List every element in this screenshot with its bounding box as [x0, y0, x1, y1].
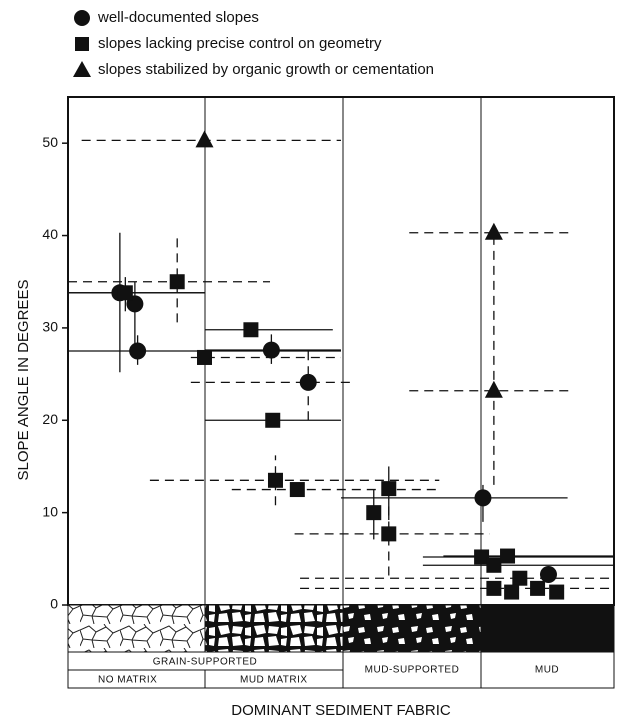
fabric-label: MUD MATRIX — [240, 675, 308, 686]
point-circle — [474, 489, 492, 507]
point-square — [366, 505, 382, 521]
point-square — [243, 322, 259, 338]
fabric-no-matrix — [67, 604, 206, 653]
legend-label: well-documented slopes — [97, 9, 259, 26]
legend-symbol — [73, 61, 91, 77]
legend-label: slopes stabilized by organic growth or c… — [98, 61, 434, 78]
fabric-label: NO MATRIX — [98, 675, 157, 686]
legend-label: slopes lacking precise control on geomet… — [98, 35, 382, 52]
y-tick-label: 10 — [42, 503, 58, 519]
point-triangle — [195, 130, 214, 148]
point-circle — [299, 373, 317, 391]
legend-symbol — [75, 37, 89, 51]
point-square — [530, 580, 546, 596]
point-square — [381, 526, 397, 542]
y-tick-label: 50 — [42, 134, 58, 150]
point-square — [381, 481, 397, 497]
point-square — [267, 472, 283, 488]
point-circle — [129, 342, 147, 360]
fabric-label: MUD-SUPPORTED — [365, 665, 460, 676]
point-square — [486, 557, 502, 573]
legend-symbol — [74, 10, 90, 26]
point-square — [169, 274, 185, 290]
point-square — [474, 549, 490, 565]
point-square — [265, 412, 281, 428]
y-tick-label: 30 — [42, 319, 58, 335]
fabric-mud — [480, 604, 615, 653]
point-circle — [262, 341, 280, 359]
point-square — [486, 580, 502, 596]
fabric-mud-supported — [342, 604, 482, 653]
point-triangle — [484, 222, 503, 240]
point-circle — [539, 566, 557, 584]
point-triangle — [484, 380, 503, 398]
y-tick-label: 0 — [50, 596, 58, 612]
point-square — [197, 349, 212, 365]
fabric-label: GRAIN-SUPPORTED — [153, 657, 258, 668]
y-axis-label: SLOPE ANGLE IN DEGREES — [15, 280, 32, 481]
point-square — [117, 285, 133, 301]
point-square — [549, 584, 565, 600]
fabric-mud-matrix — [204, 604, 344, 653]
point-square — [512, 570, 528, 586]
y-tick-label: 20 — [42, 411, 58, 427]
point-square — [500, 548, 516, 564]
fabric-box — [480, 651, 615, 689]
x-axis-label: DOMINANT SEDIMENT FABRIC — [231, 702, 451, 719]
point-square — [289, 482, 305, 498]
fabric-label: MUD — [535, 665, 559, 676]
point-square — [504, 584, 520, 600]
y-tick-label: 40 — [42, 226, 58, 242]
